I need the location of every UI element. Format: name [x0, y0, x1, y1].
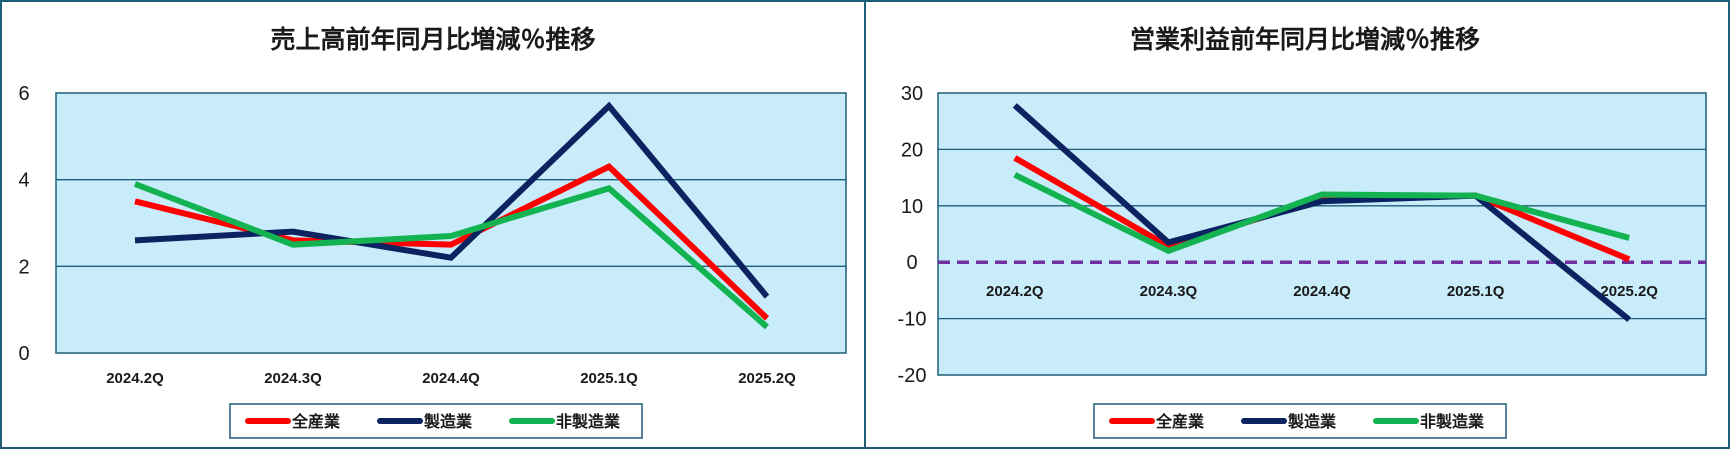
plot-area [55, 92, 847, 354]
series-line [133, 181, 769, 330]
chart-title: 売上高前年同月比増減％推移 [270, 25, 595, 54]
x-tick-label: 2024.4Q [1293, 283, 1351, 300]
sales-chart: 売上高前年同月比増減％推移 0 2 4 6 2024.2Q 2024.3Q 2024.4Q 20… [18, 25, 847, 439]
x-tick-label: 2024.3Q [264, 370, 322, 387]
series-line [1012, 103, 1632, 323]
legend: 全産業 製造業 非製造業 [229, 403, 643, 439]
y-tick-label: -20 [898, 365, 927, 387]
sales-chart-panel: 売上高前年同月比増減％推移 0 2 4 6 2024.2Q 2024.3Q 2024.4Q 20… [0, 0, 866, 449]
x-tick-label: 2025.2Q [738, 370, 796, 387]
y-tick-label: 20 [901, 139, 923, 161]
y-tick-label: 4 [18, 170, 29, 192]
legend-label: 製造業 [1287, 412, 1337, 431]
x-tick-label: 2025.1Q [1447, 283, 1505, 300]
x-tick-label: 2024.4Q [422, 370, 480, 387]
y-tick-label: 6 [18, 83, 29, 105]
x-tick-label: 2025.1Q [580, 370, 638, 387]
series-line [1013, 172, 1630, 255]
x-tick-label: 2024.3Q [1140, 283, 1198, 300]
legend-box [229, 403, 643, 439]
legend-label: 非製造業 [556, 412, 621, 431]
plot-area [937, 92, 1707, 376]
y-tick-label: -10 [898, 309, 927, 331]
x-tick-label: 2024.2Q [986, 283, 1044, 300]
x-tick-label: 2025.2Q [1600, 283, 1658, 300]
legend-label: 非製造業 [1420, 412, 1485, 431]
y-tick-label: 30 [901, 83, 923, 105]
y-tick-label: 0 [18, 343, 29, 365]
chart-title: 営業利益前年同月比増減％推移 [1130, 25, 1480, 54]
legend-label: 全産業 [1155, 412, 1205, 431]
legend-label: 全産業 [291, 412, 341, 431]
series-line [134, 101, 770, 299]
x-tick-label: 2024.2Q [106, 370, 164, 387]
profit-chart: 営業利益前年同月比増減％推移 -20 -10 0 10 20 30 2024.2Q 2024.3… [898, 25, 1707, 439]
profit-chart-panel: 営業利益前年同月比増減％推移 -20 -10 0 10 20 30 2024.2Q 2024.3… [864, 0, 1730, 449]
y-tick-label: 10 [901, 196, 923, 218]
legend-label: 製造業 [423, 412, 473, 431]
y-tick-label: 0 [906, 252, 917, 274]
legend-box [1093, 403, 1507, 439]
y-tick-label: 2 [18, 256, 29, 278]
legend: 全産業 製造業 非製造業 [1093, 403, 1507, 439]
